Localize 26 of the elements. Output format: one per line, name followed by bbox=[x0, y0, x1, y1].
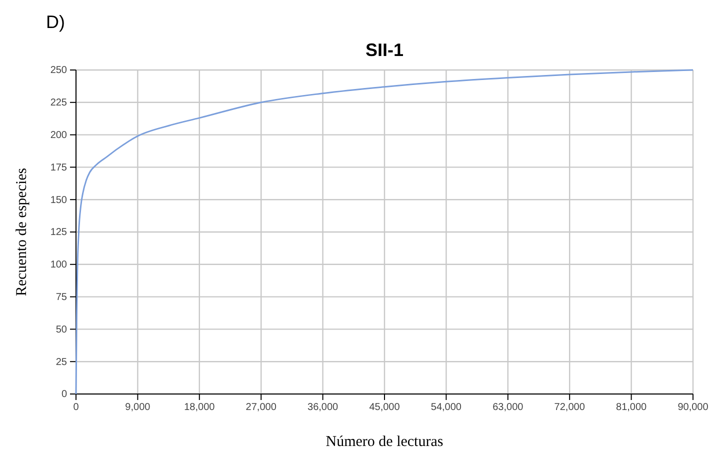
y-tick-label: 25 bbox=[56, 356, 68, 368]
x-tick-label: 90,000 bbox=[678, 402, 709, 414]
x-tick-label: 36,000 bbox=[308, 402, 339, 414]
y-tick-label: 0 bbox=[61, 389, 68, 400]
y-tick-label: 150 bbox=[50, 194, 68, 206]
x-tick-label: 63,000 bbox=[492, 402, 524, 414]
y-axis-title: Recuento de especies bbox=[14, 168, 30, 296]
y-tick-label: 200 bbox=[50, 130, 68, 141]
x-tick-label: 72,000 bbox=[554, 402, 586, 414]
x-axis-title: Número de lecturas bbox=[326, 434, 444, 450]
x-tick-label: 27,000 bbox=[246, 402, 277, 414]
y-tick-label: 125 bbox=[50, 227, 68, 238]
x-tick-label: 18,000 bbox=[184, 402, 216, 414]
chart-title: SII-1 bbox=[365, 40, 404, 60]
x-tick-label: 54,000 bbox=[430, 402, 462, 414]
y-tick-label: 250 bbox=[50, 65, 68, 76]
x-tick-label: 45,000 bbox=[369, 402, 400, 414]
y-tick-label: 100 bbox=[50, 260, 68, 271]
text: D) bbox=[46, 12, 65, 32]
y-tick-label: 50 bbox=[56, 324, 68, 336]
x-tick-label: 0 bbox=[73, 402, 80, 414]
y-tick-label: 175 bbox=[50, 162, 68, 174]
y-tick-label: 75 bbox=[56, 292, 68, 303]
x-tick-label: 81,000 bbox=[616, 402, 648, 414]
x-tick-label: 9,000 bbox=[125, 402, 151, 414]
y-tick-label: 225 bbox=[50, 98, 68, 109]
